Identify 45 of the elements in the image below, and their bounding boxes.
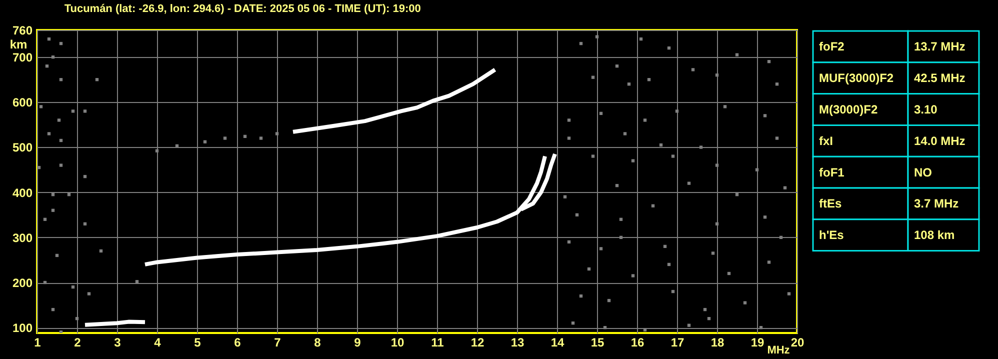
x-tick-label: 7: [274, 336, 282, 350]
x-tick-label: 8: [314, 336, 322, 350]
category-label: foF1: [819, 165, 845, 180]
x-tick-label: 4: [154, 336, 162, 350]
text: 13.7 MHz: [914, 40, 966, 54]
y-tick-label: 300: [12, 230, 33, 245]
text: 3.10: [914, 102, 938, 116]
x-tick-label: 6: [234, 336, 242, 350]
x-tick-label: 11: [431, 336, 444, 350]
text: 108 km: [914, 228, 955, 242]
y-axis-title: km: [10, 38, 28, 52]
text: 3.7 MHz: [914, 196, 959, 211]
y-tick-label: 500: [12, 140, 33, 155]
category-label: h'Es: [819, 228, 844, 242]
x-tick-label: 12: [470, 336, 484, 350]
x-axis-title: MHz: [767, 344, 790, 356]
text: 14.0 MHz: [914, 134, 966, 148]
x-tick-label: 9: [354, 336, 362, 350]
text: 42.5 MHz: [914, 71, 966, 86]
y-tick-label: 700: [12, 50, 33, 65]
x-tick-label: 2: [74, 336, 82, 350]
x-tick-label: 20: [790, 336, 804, 350]
y-tick-label: 200: [12, 276, 33, 290]
category-label: M(3000)F2: [819, 102, 878, 116]
y-tick-label: 600: [12, 96, 33, 110]
x-tick-label: 1: [34, 336, 42, 350]
x-tick-label: 15: [590, 336, 604, 350]
x-tick-label: 13: [510, 336, 524, 350]
category-label: fxI: [819, 134, 833, 148]
x-tick-label: 17: [670, 336, 684, 350]
x-tick-label: 10: [390, 336, 404, 350]
text: NO: [914, 165, 932, 180]
y-tick-label: 400: [12, 186, 33, 200]
y-tick-label: 100: [12, 321, 33, 336]
chart-title: Tucumán (lat: -26.9, lon: 294.6) - DATE: 2025 05 06 - TIME (UT): 19:00: [64, 3, 421, 15]
category-label: foF2: [819, 40, 845, 54]
x-tick-label: 18: [710, 336, 724, 350]
category-label: MUF(3000)F2: [819, 71, 894, 86]
x-tick-label: 16: [630, 336, 644, 350]
x-tick-label: 14: [550, 336, 564, 350]
y-tick-label: 760: [12, 24, 33, 38]
x-tick-label: 3: [114, 336, 122, 350]
category-label: ftEs: [819, 196, 842, 211]
x-tick-label: 19: [750, 336, 764, 350]
x-tick-label: 5: [194, 336, 202, 350]
